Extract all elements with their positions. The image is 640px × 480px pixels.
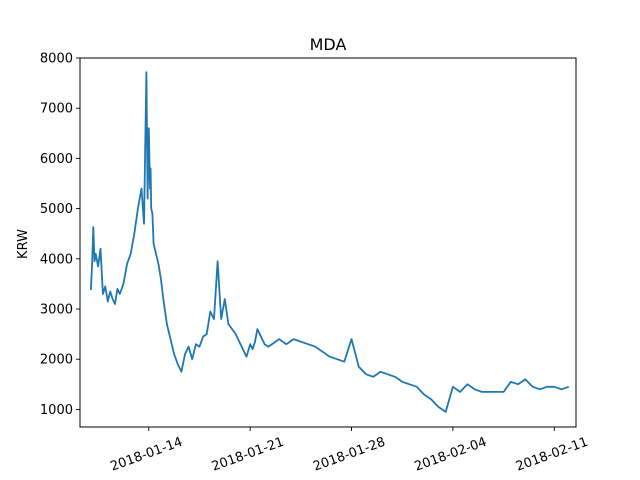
y-axis: 1000 2000 3000 4000 5000 6000 7000 8000 — [40, 52, 80, 418]
y-tick-label: 8000 — [40, 52, 73, 67]
y-axis-label: KRW — [16, 229, 31, 259]
chart-title: MDA — [310, 35, 347, 54]
y-tick-label: 1000 — [40, 403, 73, 418]
y-tick-label: 7000 — [40, 102, 73, 117]
y-tick-label: 5000 — [40, 202, 73, 217]
y-tick-label: 2000 — [40, 353, 73, 368]
y-tick-label: 6000 — [40, 152, 73, 167]
plot-frame — [79, 57, 577, 428]
y-tick-label: 4000 — [40, 252, 73, 267]
series-line — [90, 71, 570, 413]
y-tick-label: 3000 — [40, 303, 73, 318]
